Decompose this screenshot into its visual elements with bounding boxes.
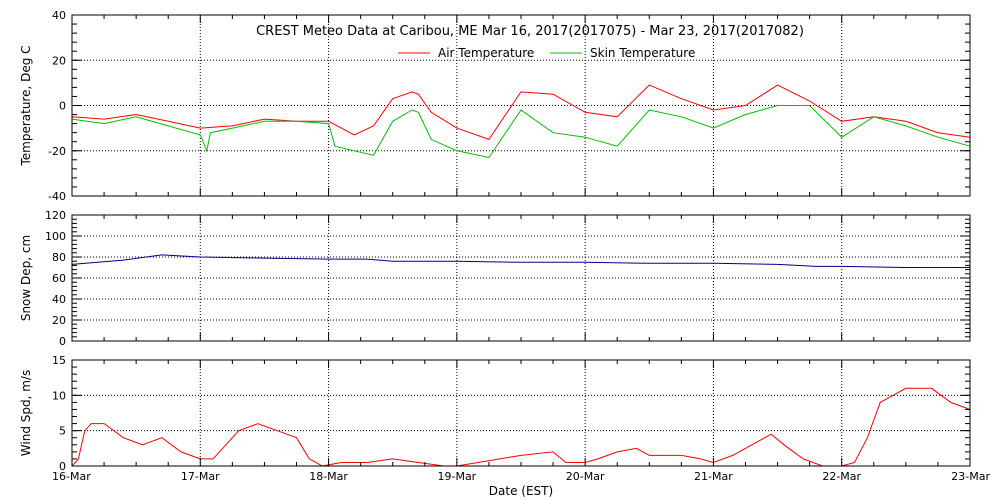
wind-grid — [72, 360, 970, 466]
wind-series — [71, 387, 971, 467]
snow-frame — [71, 214, 971, 342]
y-tick-label: 40 — [52, 9, 66, 22]
wind-axis-label: Wind Spd, m/s — [19, 370, 33, 456]
panel-temperature: -40 -20 0 20 40 Temperature, Deg C CREST Met… — [19, 9, 971, 203]
series-line-0-1 — [71, 105, 971, 159]
y-tick-label: 120 — [45, 209, 66, 222]
y-tick-label: 20 — [52, 54, 66, 67]
date-tick-labels: 16-Mar 17-Mar 18-Mar 19-Mar 20-Mar 21-Mar 22-M… — [52, 470, 990, 483]
x-tick-label: 23-Mar — [951, 470, 990, 483]
x-tick-label: 18-Mar — [309, 470, 348, 483]
x-tick-label: 20-Mar — [566, 470, 605, 483]
y-tick-label: 10 — [52, 389, 66, 402]
x-tick-label: 22-Mar — [822, 470, 861, 483]
series-line-0-0 — [71, 84, 971, 141]
temperature-axis-label: Temperature, Deg C — [19, 45, 33, 166]
snow-series — [71, 254, 970, 268]
x-axis-label: Date (EST) — [489, 484, 553, 498]
x-tick-label: 16-Mar — [52, 470, 91, 483]
legend: Air Temperature Skin Temperature — [398, 46, 695, 60]
legend-label-air: Air Temperature — [438, 46, 534, 60]
series-line-2-0 — [71, 387, 971, 467]
y-tick-label: 0 — [59, 100, 66, 113]
y-tick-label: 0 — [59, 460, 66, 473]
wind-ticks: 0 5 10 15 — [52, 354, 971, 473]
y-tick-label: 0 — [59, 335, 66, 348]
y-tick-label: 5 — [59, 425, 66, 438]
y-tick-label: 100 — [45, 230, 66, 243]
temperature-series — [71, 84, 971, 159]
y-tick-label: 40 — [52, 293, 66, 306]
series-line-1-0 — [71, 254, 970, 268]
x-tick-label: 19-Mar — [437, 470, 476, 483]
temperature-ticks: -40 -20 0 20 40 — [48, 9, 971, 203]
chart-title: CREST Meteo Data at Caribou, ME Mar 16, … — [256, 24, 804, 39]
panel-snow-depth: 0 20 40 60 80 100 120 Snow Dep, cm — [19, 209, 971, 348]
y-tick-label: 80 — [52, 251, 66, 264]
snow-axis-label: Snow Dep, cm — [19, 235, 33, 321]
y-tick-label: -40 — [48, 190, 66, 203]
temperature-frame — [71, 14, 971, 197]
temperature-grid — [72, 15, 970, 196]
legend-label-skin: Skin Temperature — [590, 46, 695, 60]
y-tick-label: 60 — [52, 272, 66, 285]
y-tick-label: 20 — [52, 314, 66, 327]
snow-ticks: 0 20 40 60 80 100 120 — [45, 209, 971, 348]
y-tick-label: 15 — [52, 354, 66, 367]
wind-frame — [71, 359, 971, 467]
y-tick-label: -20 — [48, 145, 66, 158]
x-tick-label: 17-Mar — [181, 470, 220, 483]
snow-grid — [72, 215, 970, 341]
x-tick-label: 21-Mar — [694, 470, 733, 483]
